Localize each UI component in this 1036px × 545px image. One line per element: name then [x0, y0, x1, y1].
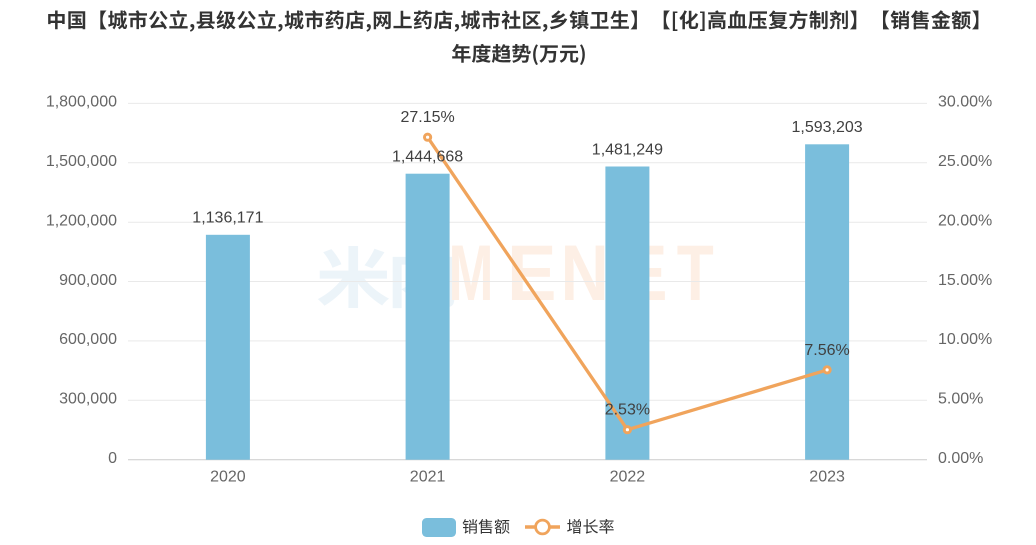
svg-text:0: 0 — [108, 450, 117, 467]
svg-text:1,200,000: 1,200,000 — [46, 212, 117, 229]
svg-text:M: M — [449, 228, 494, 317]
svg-text:T: T — [677, 228, 714, 317]
svg-text:300,000: 300,000 — [59, 391, 117, 408]
svg-text:25.00%: 25.00% — [938, 153, 992, 170]
svg-text:15.00%: 15.00% — [938, 272, 992, 289]
svg-text:2.53%: 2.53% — [605, 402, 650, 419]
svg-text:1,593,203: 1,593,203 — [792, 119, 863, 136]
svg-text:20.00%: 20.00% — [938, 212, 992, 229]
svg-text:2022: 2022 — [610, 469, 646, 486]
svg-text:1,444,668: 1,444,668 — [392, 149, 463, 166]
svg-text:2023: 2023 — [809, 469, 845, 486]
svg-text:0.00%: 0.00% — [938, 450, 983, 467]
svg-text:2020: 2020 — [210, 469, 246, 486]
svg-text:1,500,000: 1,500,000 — [46, 153, 117, 170]
svg-text:27.15%: 27.15% — [400, 109, 454, 126]
svg-text:600,000: 600,000 — [59, 331, 117, 348]
svg-text:10.00%: 10.00% — [938, 331, 992, 348]
svg-text:2021: 2021 — [410, 469, 446, 486]
svg-text:900,000: 900,000 — [59, 272, 117, 289]
svg-text:30.00%: 30.00% — [938, 94, 992, 111]
svg-text:1,800,000: 1,800,000 — [46, 94, 117, 111]
svg-text:5.00%: 5.00% — [938, 391, 983, 408]
svg-text:1,481,249: 1,481,249 — [592, 141, 663, 158]
svg-text:1,136,171: 1,136,171 — [192, 210, 263, 227]
svg-text:7.56%: 7.56% — [804, 342, 849, 359]
svg-text:N: N — [561, 228, 609, 317]
svg-text:E: E — [507, 228, 557, 317]
